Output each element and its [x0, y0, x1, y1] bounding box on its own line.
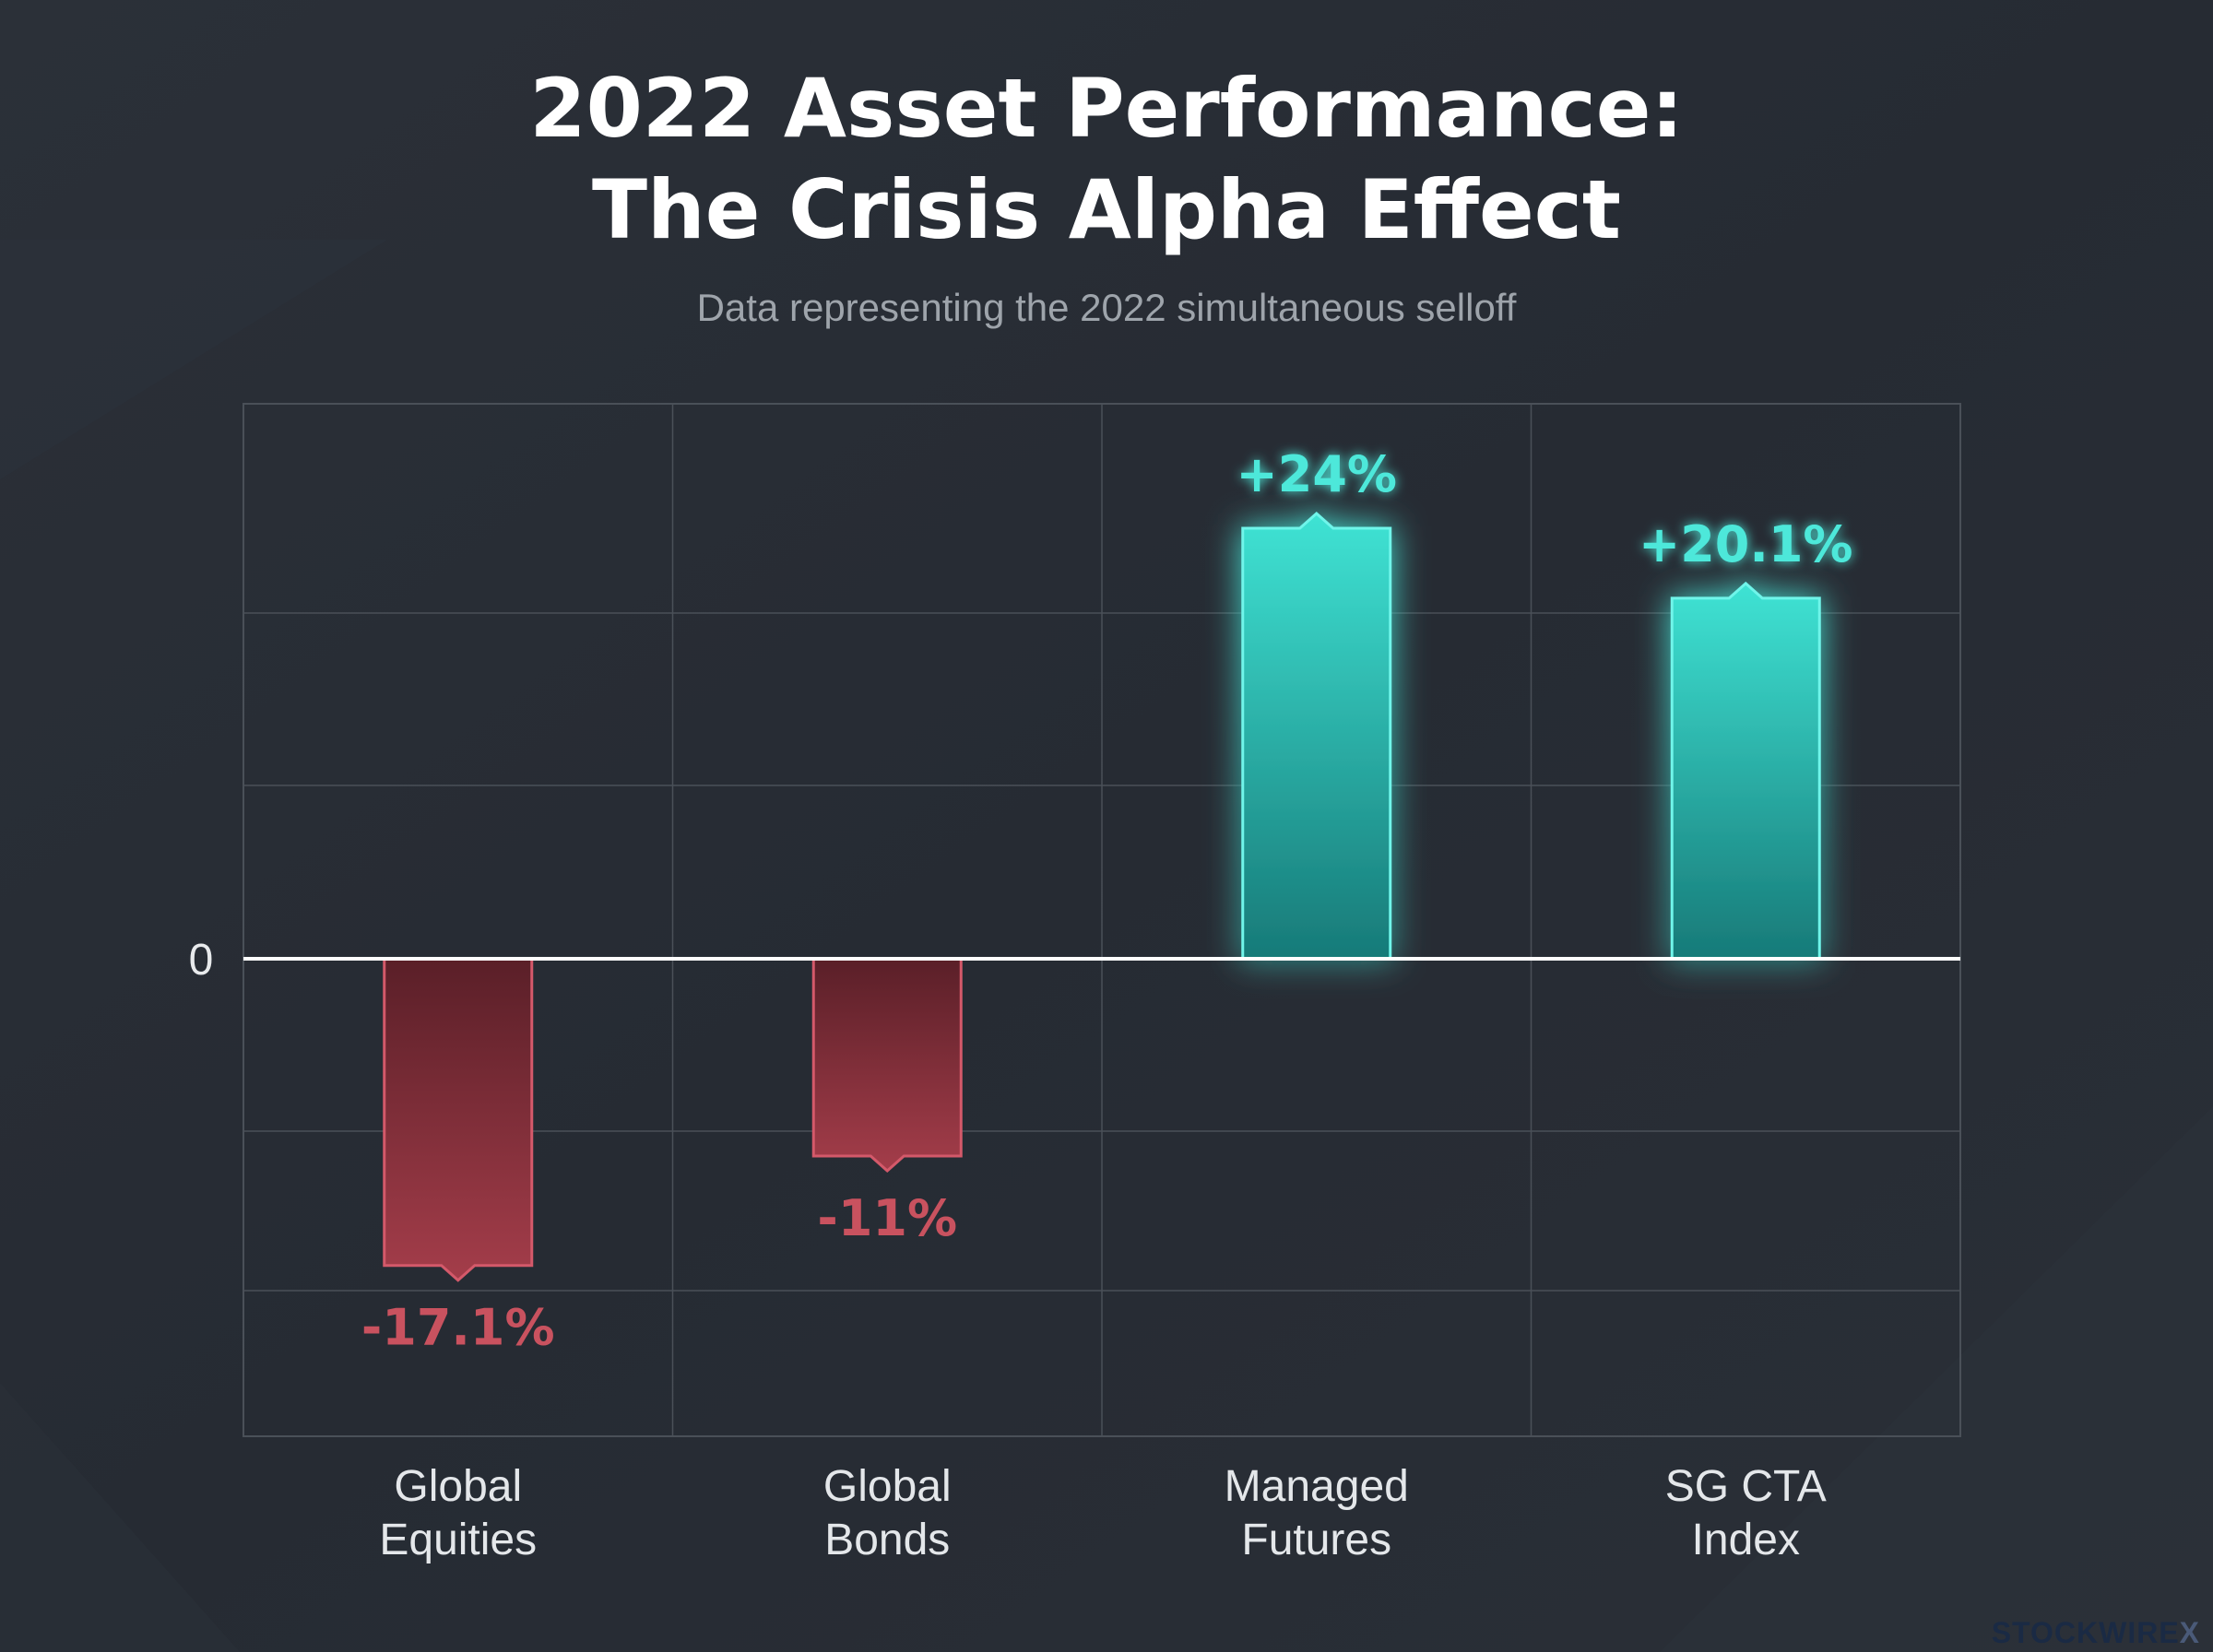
value-label: -17.1% [361, 1299, 555, 1357]
brand-mark: X [2180, 1616, 2200, 1649]
brand-name: STOCKWIRE [1992, 1616, 2180, 1649]
brand-logo: STOCKWIREX [1992, 1616, 2200, 1649]
bar-group [1241, 511, 1392, 961]
title-line-1: 2022 Asset Performance: [529, 61, 1683, 156]
chart-title: 2022 Asset Performance: The Crisis Alpha… [529, 61, 1683, 257]
category-label: Global [823, 1462, 952, 1511]
category-label: SG CTA [1665, 1462, 1827, 1511]
background-streaks [0, 240, 2213, 1652]
bar-group [383, 957, 534, 1282]
bar-sg-cta-index [1670, 581, 1821, 961]
bar-managed-futures [1241, 511, 1392, 961]
bars-layer [383, 511, 1821, 1282]
labels-layer: -17.1% Global Equities -11% Global Bonds +24% M… [189, 445, 1960, 1564]
category-label: Equities [379, 1516, 537, 1564]
bar-group [811, 957, 963, 1174]
category-label: Bonds [824, 1516, 950, 1564]
category-label: Futures [1241, 1516, 1391, 1564]
bar-group [1670, 581, 1821, 961]
value-label: +20.1% [1639, 515, 1853, 573]
category-label: Index [1692, 1516, 1800, 1564]
bar-global-equities [383, 957, 534, 1282]
y-axis-zero-label: 0 [189, 936, 214, 985]
value-label: -11% [817, 1189, 957, 1247]
value-label: +24% [1237, 445, 1398, 503]
bar-global-bonds [811, 957, 963, 1174]
category-label: Global [394, 1462, 522, 1511]
chart-subtitle: Data representing the 2022 simultaneous … [697, 286, 1517, 329]
category-label: Managed [1225, 1462, 1409, 1511]
title-line-2: The Crisis Alpha Effect [592, 162, 1621, 257]
